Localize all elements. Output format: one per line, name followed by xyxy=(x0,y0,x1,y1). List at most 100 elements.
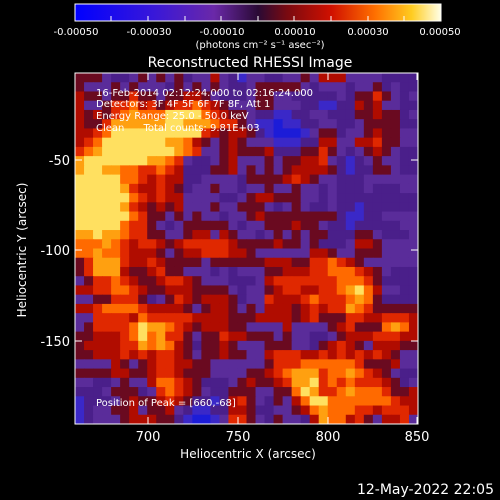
image-cell xyxy=(129,248,139,259)
image-cell xyxy=(219,368,230,379)
image-cell xyxy=(84,350,94,360)
image-cell xyxy=(84,313,94,323)
image-cell xyxy=(165,91,175,102)
image-cell xyxy=(255,220,266,231)
image-cell xyxy=(75,230,85,240)
image-cell xyxy=(201,414,211,424)
colorbar-tick-label: 0.00030 xyxy=(347,27,388,38)
image-cell xyxy=(228,82,239,93)
image-cell xyxy=(372,414,383,424)
image-cell xyxy=(120,193,130,203)
image-cell xyxy=(246,313,257,323)
image-cell xyxy=(75,266,85,277)
image-cell xyxy=(102,331,112,342)
image-cell xyxy=(336,276,347,287)
image-cell xyxy=(246,100,257,111)
image-cell xyxy=(174,405,184,416)
image-cell xyxy=(219,202,230,213)
image-cell xyxy=(363,230,374,240)
image-cell xyxy=(336,303,347,314)
image-cell xyxy=(372,193,383,203)
image-cell xyxy=(381,377,392,388)
image-cell xyxy=(372,294,383,305)
image-cell xyxy=(300,73,311,83)
image-cell xyxy=(156,73,166,83)
image-cell xyxy=(192,100,202,111)
image-cell xyxy=(255,313,266,323)
image-cell xyxy=(246,239,257,250)
image-cell xyxy=(300,285,311,296)
image-cell xyxy=(147,377,157,388)
image-cell xyxy=(237,248,248,259)
image-cell xyxy=(246,387,257,397)
image-cell xyxy=(237,183,248,194)
image-cell xyxy=(237,294,248,305)
image-cell xyxy=(255,146,266,157)
image-cell xyxy=(282,91,293,102)
image-cell xyxy=(282,202,293,213)
image-cell xyxy=(192,377,202,388)
image-cell xyxy=(237,202,248,213)
image-cell xyxy=(372,405,383,416)
image-cell xyxy=(93,294,103,305)
image-cell xyxy=(201,202,211,213)
image-cell xyxy=(354,359,365,370)
image-cell xyxy=(201,387,211,397)
image-cell xyxy=(111,156,121,166)
image-cell xyxy=(354,405,365,416)
image-cell xyxy=(309,294,320,305)
image-cell xyxy=(174,183,184,194)
image-cell xyxy=(273,165,284,176)
image-cell xyxy=(345,109,356,120)
image-cell xyxy=(399,248,410,259)
image-cell xyxy=(372,183,383,194)
image-cell xyxy=(210,146,221,157)
image-cell xyxy=(237,165,248,176)
image-cell xyxy=(183,128,193,139)
image-cell xyxy=(291,128,302,139)
image-cell xyxy=(363,183,374,194)
image-cell xyxy=(381,202,392,213)
image-cell xyxy=(255,119,266,130)
image-cell xyxy=(165,193,175,203)
image-cell xyxy=(255,73,266,83)
image-cell xyxy=(165,137,175,148)
image-cell xyxy=(192,285,202,296)
image-cell xyxy=(138,350,148,360)
image-cell xyxy=(273,322,284,333)
image-cell xyxy=(165,109,175,120)
image-cell xyxy=(237,73,248,83)
image-cell xyxy=(246,257,257,268)
image-cell xyxy=(273,414,284,424)
image-cell xyxy=(255,331,266,342)
image-cell xyxy=(120,322,130,333)
image-cell xyxy=(255,165,266,176)
image-cell xyxy=(147,266,157,277)
image-cell xyxy=(129,313,139,323)
image-cell xyxy=(111,294,121,305)
image-cell xyxy=(363,340,374,351)
image-cell xyxy=(129,156,139,166)
image-cell xyxy=(354,128,365,139)
image-cell xyxy=(291,350,302,360)
image-cell xyxy=(237,387,248,397)
image-cell xyxy=(183,230,193,240)
image-cell xyxy=(156,331,166,342)
image-cell xyxy=(138,119,148,130)
image-cell xyxy=(399,331,410,342)
image-cell xyxy=(291,202,302,213)
image-cell xyxy=(156,165,166,176)
image-cell xyxy=(246,73,257,83)
image-cell xyxy=(120,285,130,296)
image-cell xyxy=(237,128,248,139)
image-cell xyxy=(345,248,356,259)
image-cell xyxy=(336,230,347,240)
image-cell xyxy=(363,156,374,166)
image-cell xyxy=(372,156,383,166)
image-cell xyxy=(156,230,166,240)
image-cell xyxy=(318,100,329,111)
image-cell xyxy=(246,82,257,93)
image-cell xyxy=(282,165,293,176)
image-cell xyxy=(84,285,94,296)
image-cell xyxy=(174,368,184,379)
